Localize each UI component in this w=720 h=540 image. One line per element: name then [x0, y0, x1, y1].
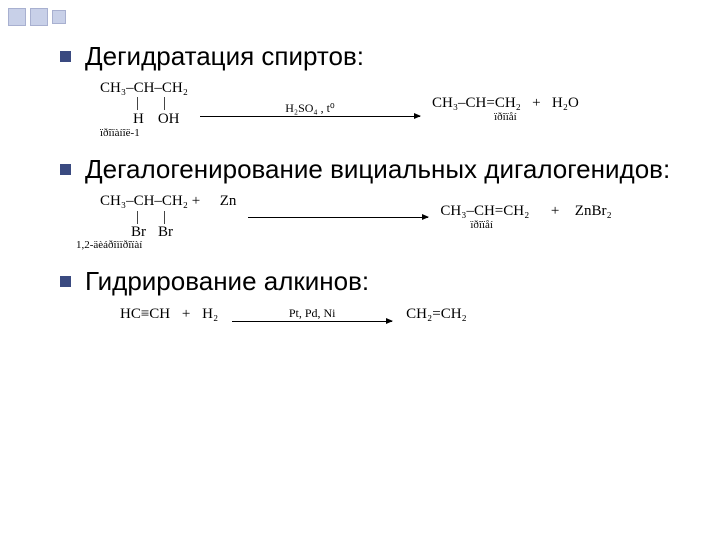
bullet-icon: [60, 276, 71, 287]
s3-reagent: H₂: [202, 306, 218, 323]
s1-reactant-l1: CH₃–CH–CH₂: [100, 81, 188, 97]
section2-heading: Дегалогенирование вициальных дигалогенид…: [85, 153, 670, 186]
s1-reactant: CH₃–CH–CH₂ | | H OH ïðîïàíîë-1: [100, 81, 188, 140]
section3-heading: Гидрирование алкинов:: [85, 265, 369, 298]
s3-product: CH₂=CH₂: [406, 306, 467, 323]
s3-arrow-top: Pt, Pd, Ni: [289, 307, 336, 319]
s1-product: CH₃–CH=CH₂: [432, 95, 521, 111]
s1-oh: OH: [158, 112, 180, 128]
s2-plus2: +: [551, 203, 559, 219]
section1-heading-row: Дегидратация спиртов:: [60, 40, 680, 73]
s3-arrow: Pt, Pd, Ni: [232, 307, 392, 322]
s2-reagent: Zn: [220, 193, 237, 209]
s1-arrow-top: H₂SO₄ , t⁰: [285, 102, 335, 114]
block-a: [8, 8, 26, 26]
section3-equation: HC≡CH + H₂ Pt, Pd, Ni CH₂=CH₂: [100, 306, 680, 323]
s1-reactant-label: ïðîïàíîë-1: [100, 128, 140, 140]
s2-plus1: +: [192, 193, 200, 209]
s2-byproduct: ZnBr₂: [575, 203, 612, 219]
s1-product-label: ïðîïåí: [494, 112, 517, 124]
block-b: [30, 8, 48, 26]
s1-product-block: CH₃–CH=CH₂ + H₂O ïðîïåí: [432, 96, 579, 123]
s1-plus: +: [532, 95, 540, 111]
block-c: [52, 10, 66, 24]
s2-reactant: CH₃–CH–CH₂ + Zn | | Br Br: [100, 194, 236, 241]
section2-equation: CH₃–CH–CH₂ + Zn | | Br Br: [100, 194, 680, 251]
section3-heading-row: Гидрирование алкинов:: [60, 265, 680, 298]
s2-pipe2: |: [163, 210, 166, 226]
s2-product-block: CH₃–CH=CH₂ + ZnBr₂ ïðîïåí: [440, 204, 611, 231]
s2-product-label: ïðîïåí: [470, 220, 493, 232]
s2-product: CH₃–CH=CH₂: [440, 203, 529, 219]
decor-blocks: [8, 8, 66, 26]
s1-byproduct: H₂O: [552, 95, 579, 111]
slide-content: Дегидратация спиртов: CH₃–CH–CH₂ | | H O…: [0, 0, 720, 323]
bullet-icon: [60, 164, 71, 175]
s3-plus: +: [182, 306, 190, 323]
section2-heading-row: Дегалогенирование вициальных дигалогенид…: [60, 153, 680, 186]
s1-pipe2: |: [163, 96, 166, 112]
s1-h: H: [133, 112, 144, 128]
s3-reactant: HC≡CH: [120, 306, 170, 323]
section1-heading: Дегидратация спиртов:: [85, 40, 364, 73]
s1-arrow: H₂SO₄ , t⁰: [200, 102, 420, 117]
section1-equation: CH₃–CH–CH₂ | | H OH ïðîïàíîë-1 H₂SO₄ , t…: [100, 81, 680, 140]
s2-reactant-l1: CH₃–CH–CH₂: [100, 193, 188, 209]
s2-br2: Br: [158, 225, 173, 241]
bullet-icon: [60, 51, 71, 62]
s2-arrow: [248, 217, 428, 218]
